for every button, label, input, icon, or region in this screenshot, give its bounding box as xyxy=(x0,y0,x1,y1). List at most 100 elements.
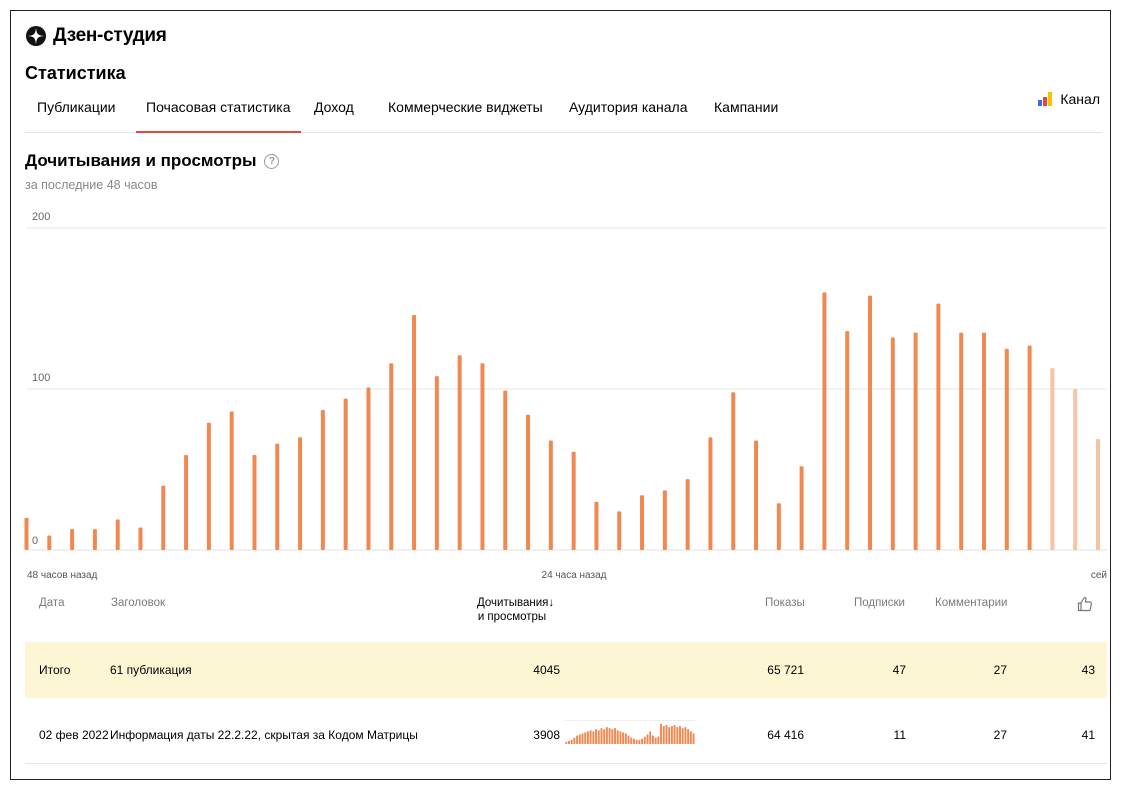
chart-bar[interactable] xyxy=(526,414,531,550)
hourly-bar-chart: 0 100 200 48 часов назад 24 часа назад сей xyxy=(24,211,1107,581)
col-header-subscriptions[interactable]: Подписки xyxy=(854,597,905,609)
chart-bar[interactable] xyxy=(252,455,257,550)
chart-bar[interactable] xyxy=(115,519,120,550)
chart-bar[interactable] xyxy=(959,332,964,550)
chart-bar[interactable] xyxy=(480,363,485,550)
col-header-reads-line2: и просмотры xyxy=(477,611,547,623)
chart-bar[interactable] xyxy=(503,390,508,550)
sparkline-bar xyxy=(679,726,681,744)
sparkline-bar xyxy=(614,728,616,744)
sparkline-bar xyxy=(584,732,587,744)
chart-bar[interactable] xyxy=(1027,345,1032,550)
chart-bar[interactable] xyxy=(457,355,462,550)
chart-bar[interactable] xyxy=(776,503,781,550)
tab-publications[interactable]: Публикации xyxy=(37,99,116,115)
sparkline-bar xyxy=(611,729,614,744)
chart-bar[interactable] xyxy=(434,376,439,550)
chart-bar[interactable] xyxy=(1073,389,1078,550)
sparkline-bar xyxy=(576,735,579,744)
chart-bar[interactable] xyxy=(1050,368,1055,550)
question-circle-icon[interactable]: ? xyxy=(264,153,280,169)
sparkline-bar xyxy=(589,730,592,744)
chart-bar[interactable] xyxy=(936,303,941,550)
col-header-impressions[interactable]: Показы xyxy=(765,597,805,609)
chart-bar[interactable] xyxy=(70,529,75,550)
sparkline-bar xyxy=(633,738,635,744)
chart-bar[interactable] xyxy=(913,332,918,550)
sparkline-bar xyxy=(565,741,568,744)
chart-bar[interactable] xyxy=(1004,348,1009,550)
chart-bar[interactable] xyxy=(617,511,622,550)
chart-bar[interactable] xyxy=(229,411,234,550)
chart-bar[interactable] xyxy=(47,535,52,550)
x-tick-label: сей xyxy=(1091,570,1107,581)
chart-bar[interactable] xyxy=(298,437,303,550)
sparkline-bar xyxy=(654,737,657,744)
sparkline-bar xyxy=(687,729,690,744)
tab-campaigns[interactable]: Кампании xyxy=(714,99,779,115)
tab-commercial-widgets[interactable]: Коммерческие виджеты xyxy=(388,99,543,115)
chart-bar[interactable] xyxy=(320,409,325,550)
sparkline-bar xyxy=(684,727,687,744)
col-header-reads[interactable]: Дочитывания↓ и просмотры xyxy=(477,597,554,623)
section-subtitle: за последние 48 часов xyxy=(25,178,158,192)
chart-bar[interactable] xyxy=(754,440,759,550)
chart-bar[interactable] xyxy=(206,422,211,550)
chart-bar[interactable] xyxy=(548,440,553,550)
chart-bar[interactable] xyxy=(138,527,143,550)
sparkline-bar xyxy=(573,737,576,744)
chart-bar[interactable] xyxy=(161,485,166,550)
chart-bar[interactable] xyxy=(868,295,873,550)
chart-bar[interactable] xyxy=(982,332,987,550)
chart-bar[interactable] xyxy=(731,392,736,550)
chart-bar[interactable] xyxy=(845,331,850,550)
col-header-headline[interactable]: Заголовок xyxy=(111,597,166,609)
sparkline-bar xyxy=(605,727,608,744)
chart-bar[interactable] xyxy=(24,517,29,550)
chart-bar[interactable] xyxy=(366,387,371,550)
row-headline[interactable]: Информация даты 22.2.22, скрытая за Кодо… xyxy=(110,728,418,742)
chart-bar[interactable] xyxy=(822,292,827,550)
chart-bar[interactable] xyxy=(1096,438,1100,550)
row-reads: 3908 xyxy=(533,728,560,742)
chart-bar[interactable] xyxy=(799,466,804,550)
thumbs-up-icon[interactable] xyxy=(1077,596,1093,612)
chart-bar[interactable] xyxy=(343,398,348,550)
tab-bar: Публикации Почасовая статистика Доход Ко… xyxy=(25,95,1102,133)
col-header-date[interactable]: Дата xyxy=(39,597,65,609)
chart-bar[interactable] xyxy=(685,479,690,550)
sparkline-bar xyxy=(651,735,654,744)
chart-bar[interactable] xyxy=(708,437,713,550)
sparkline-bar xyxy=(627,735,630,744)
sparkline-bar xyxy=(676,727,679,744)
chart-bar[interactable] xyxy=(662,490,667,550)
chart-bar[interactable] xyxy=(184,455,189,550)
chart-bar[interactable] xyxy=(275,443,280,550)
tab-income[interactable]: Доход xyxy=(314,99,354,115)
sparkline-bar xyxy=(600,728,603,744)
chart-bar[interactable] xyxy=(92,529,97,550)
tab-hourly-stats[interactable]: Почасовая статистика xyxy=(136,95,301,133)
table-row[interactable]: 02 фев 2022 Информация даты 22.2.22, скр… xyxy=(25,707,1107,764)
sparkline-bar xyxy=(662,726,665,744)
sparkline-bar xyxy=(622,732,625,744)
sparkline-bar xyxy=(624,733,627,744)
chart-bar[interactable] xyxy=(571,451,576,550)
chart-bar[interactable] xyxy=(890,337,895,550)
total-likes: 43 xyxy=(1081,663,1095,677)
chart-bar[interactable] xyxy=(389,363,394,550)
sparkline-bar xyxy=(608,728,611,744)
col-header-comments[interactable]: Комментарии xyxy=(935,597,1008,609)
sparkline-bar xyxy=(670,726,673,744)
row-likes: 41 xyxy=(1081,728,1095,742)
total-reads: 4045 xyxy=(533,663,560,677)
channel-selector[interactable]: Канал xyxy=(1038,91,1100,107)
brand[interactable]: Дзен-студия xyxy=(26,25,167,47)
sparkline-bar xyxy=(646,734,649,744)
chart-bar[interactable] xyxy=(412,314,417,550)
dzen-logo-icon xyxy=(26,26,46,46)
chart-bar[interactable] xyxy=(594,501,599,550)
chart-bar[interactable] xyxy=(640,495,645,550)
total-headline: 61 публикация xyxy=(110,663,192,677)
tab-channel-audience[interactable]: Аудитория канала xyxy=(569,99,688,115)
